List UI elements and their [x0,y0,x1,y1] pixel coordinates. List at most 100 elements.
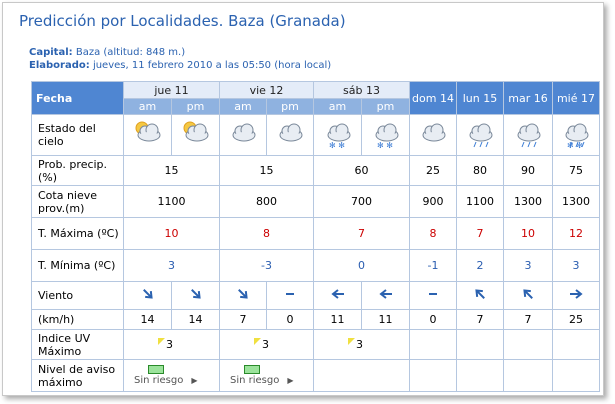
icon-part [158,338,165,345]
sky-icon [123,114,172,156]
period: pm [171,98,220,115]
icon-part [378,289,387,299]
icon-part [186,131,207,140]
row-label: Estado del cielo [31,114,124,156]
value: 90 [521,164,535,177]
icon-part [144,291,153,299]
cell: 3 [503,249,553,282]
icon-part [575,141,579,147]
row-label: Prob. precip.(%) [31,155,124,186]
row: T. Máxima (ºC) 10 8 7 8 7 10 12 [31,217,600,250]
sky-icon: ✻ ✻ [552,114,600,156]
icon-part [517,123,541,147]
wind-arrow [313,281,362,310]
cell: 7 [219,309,267,330]
value: 2 [476,259,484,272]
day: lun 15 [456,81,504,115]
cell: 3 [219,329,314,360]
value: 3 [524,259,532,272]
cell: 14 [123,309,172,330]
label: Capital: [29,47,73,58]
cell: 8 [409,217,457,250]
cell: 7 [503,309,553,330]
cell: 10 [123,217,220,250]
icon-part [158,338,165,345]
icon-part [422,123,446,141]
cell: 60 [313,155,410,186]
icon-part [330,289,344,299]
cell: 2 [456,249,504,282]
icon-part [138,131,159,140]
icon-part [328,131,349,140]
value: 11 [330,313,345,326]
value: 7 [476,227,484,240]
icon-part [238,289,248,299]
cell: -3 [219,249,314,282]
sky-icon [266,114,314,156]
period: am [123,98,172,115]
icon-part [254,338,261,345]
value: 10 [521,227,535,240]
icon-part [378,289,392,299]
uv-value: 3 [166,338,173,351]
level-text: Sin riesgo [230,375,280,386]
cell: 3 [123,249,220,282]
value: 0 [286,313,294,326]
row: Estado del cielo ✻ ✻ ✻ ✻ ✻ ✻ [31,114,600,156]
icon-part [469,123,493,147]
icon-part [475,289,485,299]
row: Viento [31,281,600,310]
cell: 1300 [552,185,600,218]
icon-part [424,131,444,140]
day: mié 17 [552,81,600,115]
cell [503,359,553,392]
icon-part [254,338,261,345]
sky-icon [409,114,457,156]
cell: 7 [456,309,504,330]
level-arrow: ▶ [191,376,198,385]
cell: 11 [361,309,410,330]
value: 25 [426,164,440,177]
icon-part [567,131,587,140]
icon-part: ✻ ✻ [327,123,350,150]
day: dom 14 [409,81,457,115]
value: 14 [140,313,155,326]
value: -1 [427,259,439,272]
sky-icon [503,114,553,156]
period: am [219,98,267,115]
row-label: Nivel de aviso máximo [31,359,124,392]
icon-part [348,338,355,345]
value: 1100 [157,195,186,208]
value: 900 [422,195,444,208]
wind-arrow [266,281,314,310]
cell [313,359,410,392]
cell [409,359,457,392]
value: 8 [429,227,437,240]
wind-arrow [552,281,600,310]
value: 10 [164,227,179,240]
sky-icon: ✻ ✻ [313,114,362,156]
icon-part [473,141,477,147]
cell: Sin riesgo ▶ [123,359,220,392]
header-row: am pm am pm am pm [32,98,600,115]
day: vie 12 [219,81,314,99]
icon-part [190,289,201,299]
row-label: T. Mínima (ºC) [31,249,124,282]
value: Baza (altitud: 848 m.) [75,47,186,58]
label: Elaborado: [29,60,90,71]
level-arrow: ▶ [287,376,294,385]
icon-part [533,141,537,147]
icon-part [475,289,483,297]
cell: 0 [409,309,457,330]
icon-part [183,121,208,141]
wind-arrow [219,281,267,310]
cell: 11 [313,309,362,330]
cell: 3 [313,329,410,360]
value: 7 [476,313,484,326]
sky-icon [171,114,220,156]
icon-part [523,289,531,297]
value: 3 [168,259,175,272]
wind-arrow [409,281,457,310]
cell [456,329,504,360]
